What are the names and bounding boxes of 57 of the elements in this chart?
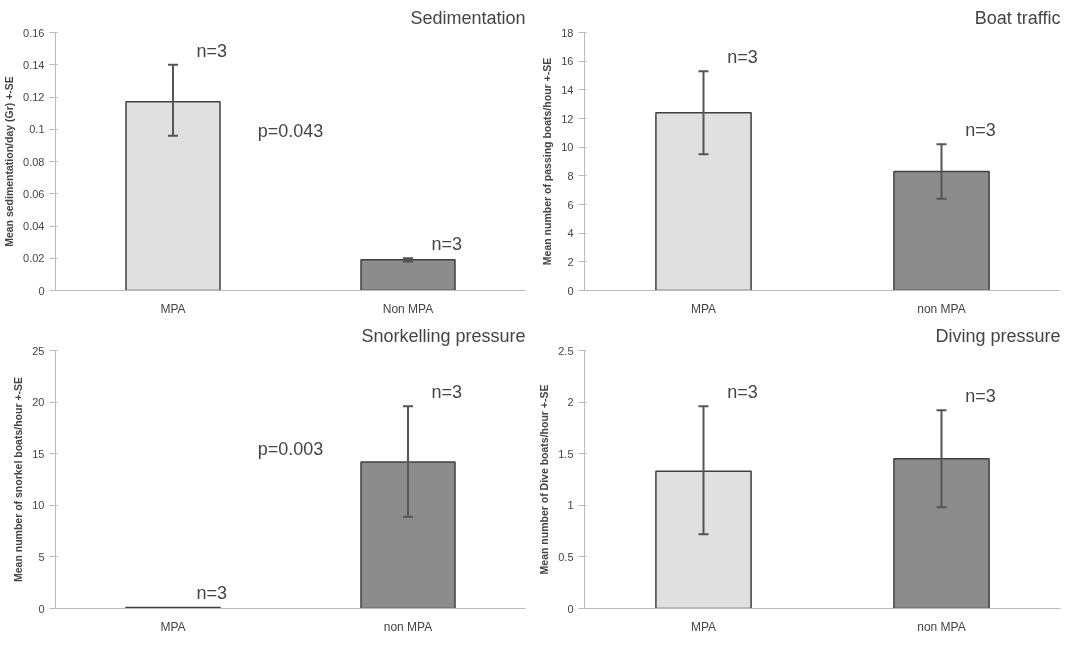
y-tick-label: 0.1 bbox=[29, 123, 45, 136]
y-tick-label: 0.16 bbox=[23, 26, 45, 39]
y-tick-label: 0.06 bbox=[23, 187, 45, 200]
y-tick-label: 2.5 bbox=[558, 344, 574, 357]
annotation: n=3 bbox=[727, 47, 758, 68]
chart-title: Snorkelling pressure bbox=[361, 325, 526, 346]
y-axis-title: Mean number of Dive boats/hour +-SE bbox=[538, 384, 551, 575]
x-tick-label: Non MPA bbox=[382, 301, 434, 316]
y-tick-label: 0.14 bbox=[23, 58, 45, 71]
y-tick-label: 0.5 bbox=[558, 550, 574, 563]
annotation: n=3 bbox=[431, 382, 463, 403]
annotation: n=3 bbox=[196, 40, 228, 61]
y-axis-title: Mean number of snorkel boats/hour +-SE bbox=[12, 376, 25, 583]
y-tick-label: 4 bbox=[567, 227, 574, 240]
x-tick-label: MPA bbox=[160, 619, 186, 634]
y-tick-label: 16 bbox=[561, 55, 574, 68]
y-tick-label: 20 bbox=[32, 396, 45, 409]
y-tick-label: 0.08 bbox=[23, 155, 45, 168]
y-tick-label: 2 bbox=[567, 255, 574, 268]
annotation: p=0.003 bbox=[257, 438, 324, 459]
y-tick-label: 2 bbox=[567, 396, 574, 409]
y-tick-label: 25 bbox=[32, 344, 45, 357]
annotation: p=0.043 bbox=[257, 120, 324, 141]
annotation: n=3 bbox=[965, 120, 996, 141]
y-tick-label: 10 bbox=[561, 141, 574, 154]
chart-title: Diving pressure bbox=[935, 325, 1061, 346]
y-tick-label: 0 bbox=[38, 602, 45, 615]
y-tick-label: 1 bbox=[567, 499, 574, 512]
annotation: n=3 bbox=[196, 583, 228, 604]
y-tick-label: 0.04 bbox=[23, 220, 45, 232]
y-tick-label: 18 bbox=[561, 26, 574, 39]
y-axis-title: Mean sedimentation/day (Gr) +-SE bbox=[3, 76, 16, 247]
y-axis-title: Mean number of passing boats/hour +-SE bbox=[541, 57, 554, 266]
x-tick-label: MPA bbox=[690, 619, 717, 634]
y-tick-label: 10 bbox=[32, 499, 45, 512]
y-tick-label: 15 bbox=[32, 447, 45, 460]
x-tick-label: non MPA bbox=[383, 619, 433, 634]
y-tick-label: 5 bbox=[38, 550, 45, 563]
y-tick-label: 0.12 bbox=[23, 91, 45, 103]
x-tick-label: non MPA bbox=[917, 619, 966, 634]
y-tick-label: 0 bbox=[38, 284, 45, 297]
y-tick-label: 12 bbox=[561, 112, 574, 125]
chart-title: Sedimentation bbox=[410, 7, 526, 28]
y-tick-label: 1.5 bbox=[558, 447, 574, 460]
annotation: n=3 bbox=[431, 234, 463, 255]
y-tick-label: 8 bbox=[567, 169, 574, 182]
annotation: n=3 bbox=[965, 386, 996, 407]
y-tick-label: 14 bbox=[561, 83, 574, 96]
chart-title: Boat traffic bbox=[974, 7, 1061, 28]
x-tick-label: non MPA bbox=[917, 301, 966, 316]
x-tick-label: MPA bbox=[160, 301, 186, 316]
x-tick-label: MPA bbox=[690, 301, 717, 316]
annotation: n=3 bbox=[727, 382, 758, 403]
y-tick-label: 0 bbox=[567, 284, 574, 297]
y-tick-label: 0 bbox=[567, 602, 574, 615]
y-tick-label: 6 bbox=[567, 198, 574, 211]
y-tick-label: 0.02 bbox=[23, 252, 45, 265]
